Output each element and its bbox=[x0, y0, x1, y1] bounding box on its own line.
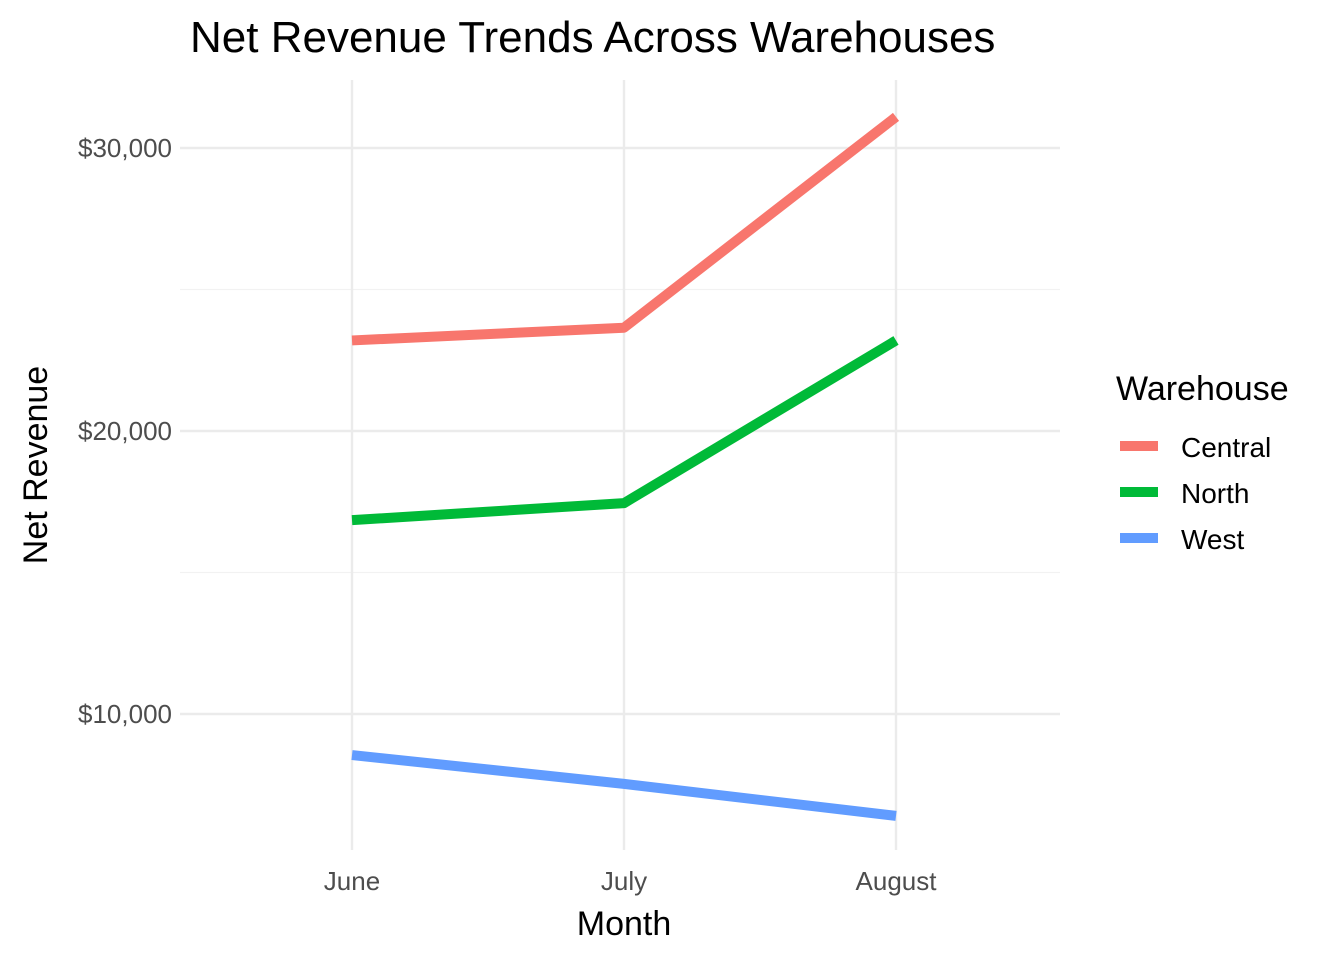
y-tick-label: $30,000 bbox=[78, 133, 172, 163]
legend: Warehouse Central North West bbox=[1116, 370, 1289, 555]
y-tick-label: $10,000 bbox=[78, 699, 172, 729]
x-tick-label: August bbox=[856, 866, 938, 896]
legend-label: North bbox=[1181, 478, 1249, 509]
grid bbox=[180, 80, 1060, 850]
y-axis-label: Net Revenue bbox=[17, 366, 55, 564]
legend-label: Central bbox=[1181, 432, 1271, 463]
x-tick-label: June bbox=[324, 866, 380, 896]
x-axis-label: Month bbox=[577, 905, 672, 943]
x-tick-label: July bbox=[601, 866, 647, 896]
chart-title: Net Revenue Trends Across Warehouses bbox=[190, 13, 995, 62]
legend-title: Warehouse bbox=[1116, 370, 1289, 408]
legend-label: West bbox=[1181, 524, 1244, 555]
y-tick-label: $20,000 bbox=[78, 416, 172, 446]
